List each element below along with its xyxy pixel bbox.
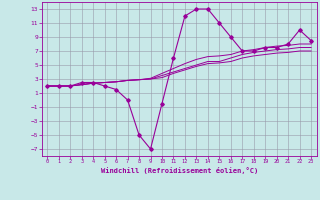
- X-axis label: Windchill (Refroidissement éolien,°C): Windchill (Refroidissement éolien,°C): [100, 167, 258, 174]
